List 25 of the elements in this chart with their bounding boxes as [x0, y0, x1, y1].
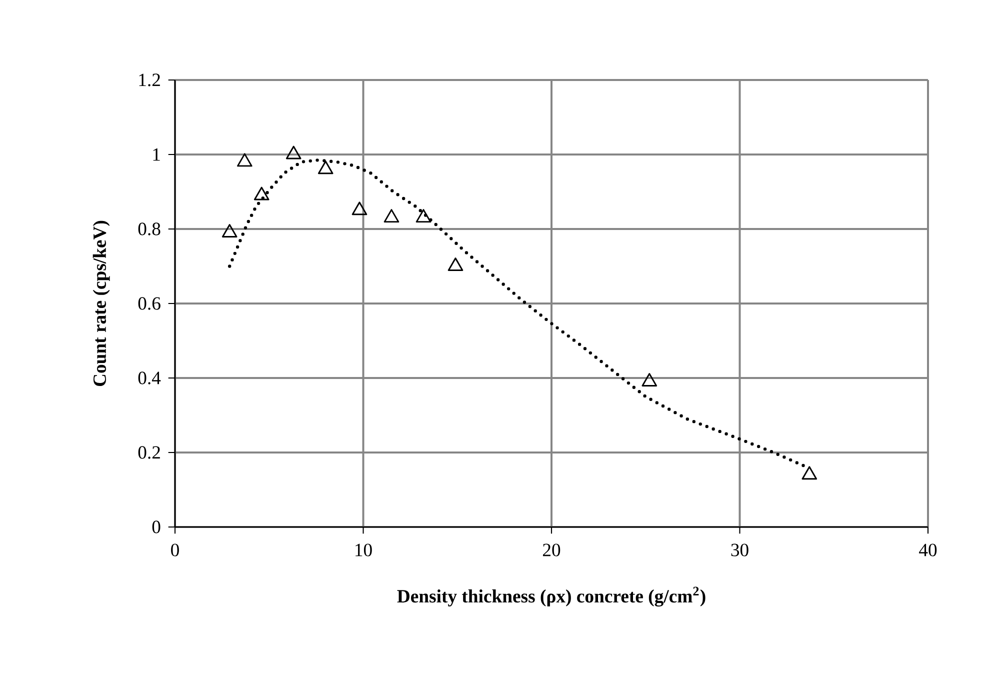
y-tick-label: 0.8: [138, 222, 160, 236]
x-tick-label: 20: [542, 544, 560, 556]
point: [802, 466, 818, 480]
point: [254, 186, 270, 200]
x-tick-label: 30: [731, 544, 748, 556]
point: [236, 153, 252, 167]
point: [448, 258, 464, 271]
point: [384, 209, 400, 223]
point: [318, 160, 334, 174]
y-tick-label: 1: [153, 148, 160, 161]
y-tick-label: 1.2: [139, 74, 160, 86]
x-tick-label: 0: [171, 544, 179, 556]
y-tick-label: 0.6: [138, 297, 160, 310]
x-tick-label: 40: [919, 544, 937, 556]
point: [642, 372, 658, 386]
y-tick-label: 0.2: [138, 446, 160, 459]
point: [416, 209, 432, 223]
x-tick-label: 10: [356, 544, 372, 556]
y-tick-label: 0.4: [138, 372, 161, 384]
point: [222, 224, 238, 238]
point: [352, 202, 368, 216]
y-axis-title: Count rate (cps/keV): [92, 220, 110, 386]
point: [286, 146, 302, 160]
x-axis-title: Density thickness (ρx) concrete (g/cm$^{2}$): [397, 586, 706, 607]
y-tick-label: 0: [152, 520, 160, 534]
